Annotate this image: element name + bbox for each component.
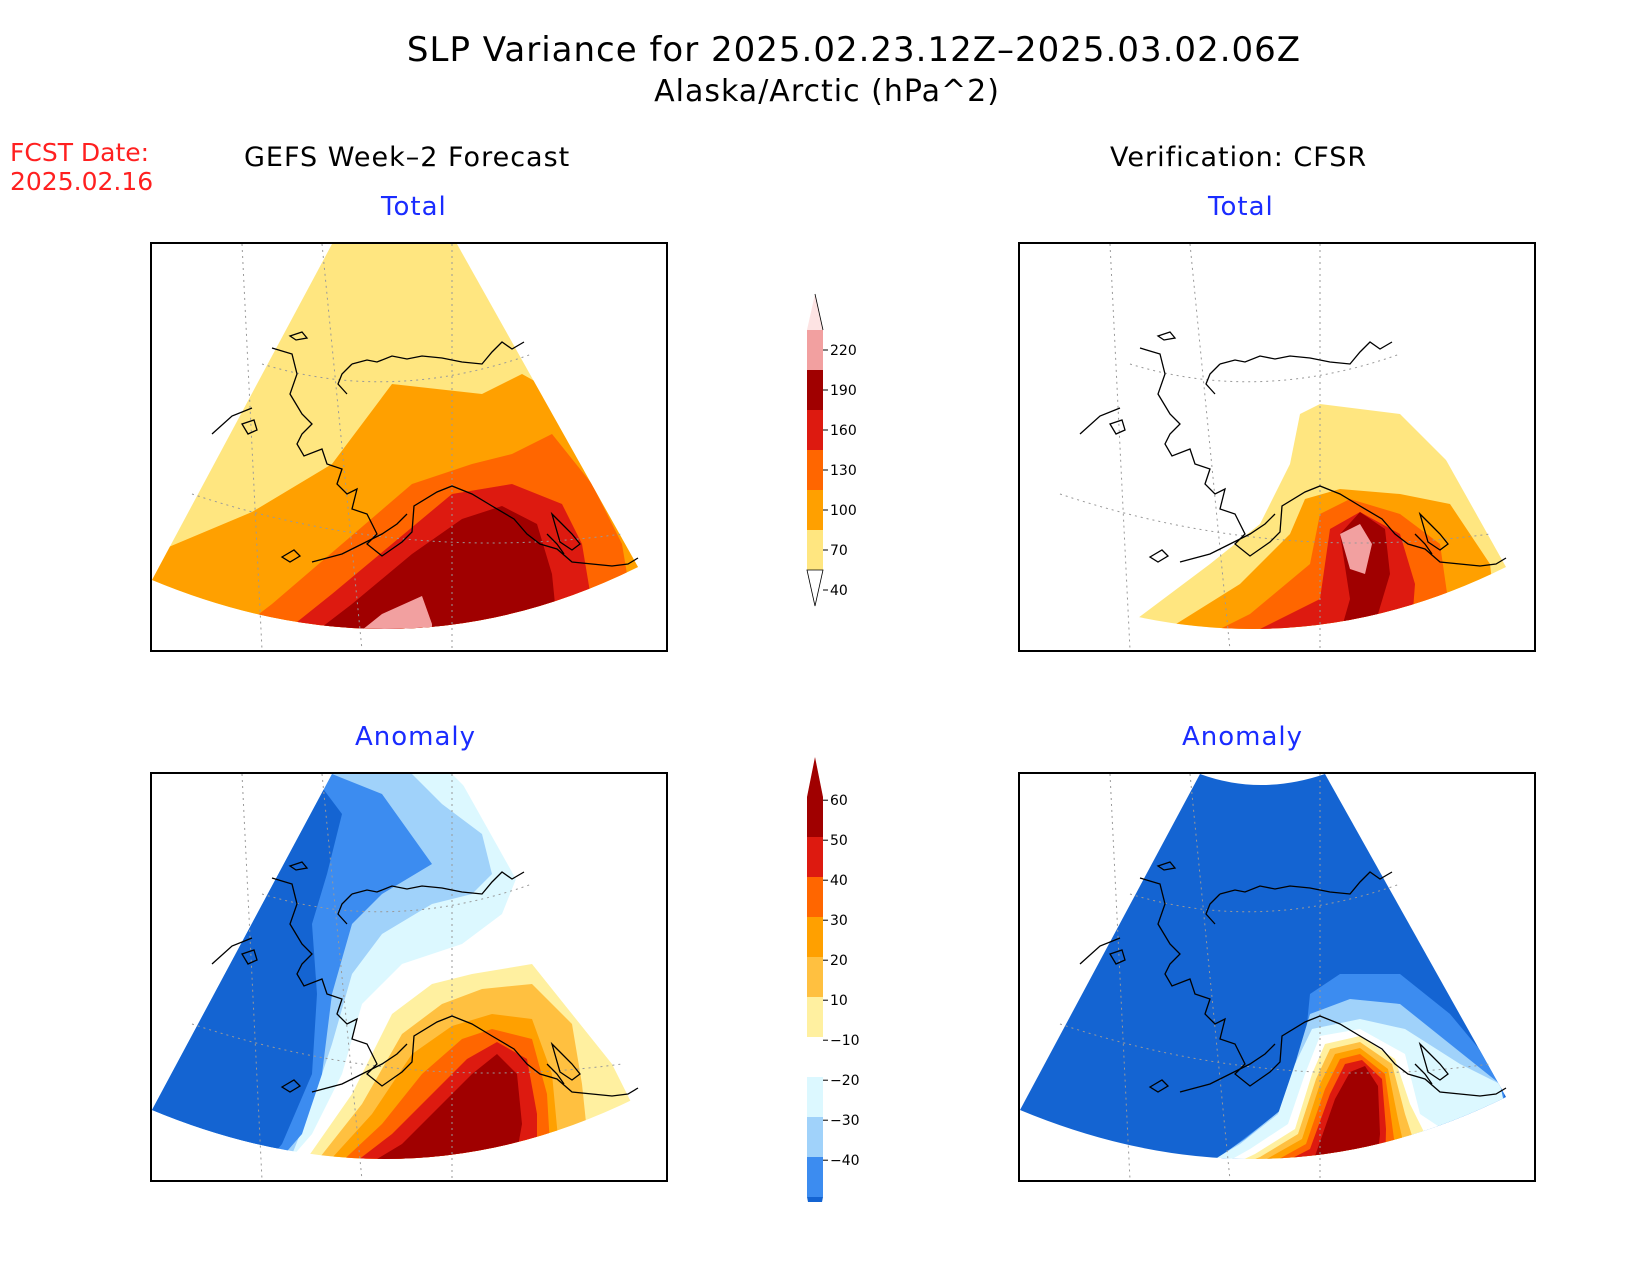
anomaly-tick-label: 10 — [830, 993, 848, 1009]
anomaly-tick-label: 30 — [830, 913, 848, 929]
coastline-alaska — [1079, 861, 1507, 1097]
anomaly-color-box — [807, 1037, 823, 1077]
anomaly-color-box — [807, 997, 823, 1037]
map-gefs-total — [150, 242, 668, 652]
total-top-arrow — [807, 294, 823, 330]
anomaly-color-box — [807, 1157, 823, 1197]
anomaly-tick-label: 20 — [830, 953, 848, 969]
total-color-box — [807, 330, 823, 370]
coastline-alaska — [211, 331, 639, 567]
total-bottom-arrow — [806, 569, 824, 607]
total-color-box — [807, 450, 823, 490]
anomaly-color-box — [807, 837, 823, 877]
bottom-left-panel-title: Anomaly — [355, 722, 477, 752]
total-tick-label: 190 — [830, 383, 857, 399]
anomaly-color-box — [807, 1077, 823, 1117]
contour-fill-anomaly-verification — [1020, 774, 1506, 1159]
colorbar-anomaly: 60 50 40 30 20 10 −10 −20 −30 −40 — [807, 757, 860, 1202]
anomaly-bottom-arrow — [807, 1197, 823, 1202]
total-tick-label: 100 — [830, 503, 857, 519]
main-subtitle: Alaska/Arctic (hPa^2) — [654, 74, 1000, 109]
contour-fill-anomaly-forecast — [152, 774, 638, 1159]
anomaly-tick-label: −10 — [830, 1033, 860, 1049]
left-column-header: GEFS Week–2 Forecast — [244, 142, 571, 173]
anomaly-tick-label: 40 — [830, 873, 848, 889]
main-title: SLP Variance for 2025.02.23.12Z–2025.03.… — [406, 30, 1302, 70]
anomaly-tick-label: −40 — [830, 1153, 860, 1169]
total-tick-label: 220 — [830, 343, 857, 359]
anomaly-tick-label: 50 — [830, 833, 848, 849]
map-cfsr-anomaly — [1018, 772, 1536, 1182]
total-color-box — [807, 530, 823, 570]
anomaly-color-box — [807, 957, 823, 997]
map-gefs-anomaly — [150, 772, 668, 1182]
right-column-header: Verification: CFSR — [1110, 142, 1368, 173]
colorbar-total: 220 190 160 130 100 70 40 — [806, 293, 857, 607]
anomaly-color-box — [807, 1117, 823, 1157]
coastline-alaska — [1079, 331, 1507, 567]
anomaly-color-box — [807, 877, 823, 917]
total-color-box — [807, 410, 823, 450]
coastline-alaska — [211, 861, 639, 1097]
anomaly-color-box — [807, 917, 823, 957]
total-color-box — [807, 370, 823, 410]
anomaly-tick-label: 60 — [830, 793, 848, 809]
total-tick-label: 130 — [830, 463, 857, 479]
map-cfsr-total — [1018, 242, 1536, 652]
total-tick-label: 70 — [830, 543, 848, 559]
forecast-date-label: FCST Date: — [10, 138, 150, 167]
total-tick-label: 160 — [830, 423, 857, 439]
total-tick-label: 40 — [830, 583, 848, 599]
contour-fill-total-verification — [1020, 244, 1506, 629]
anomaly-top-arrow — [807, 757, 823, 797]
top-right-panel-title: Total — [1208, 192, 1274, 222]
top-left-panel-title: Total — [381, 192, 447, 222]
contour-fill-total-forecast — [152, 244, 638, 629]
anomaly-tick-label: −30 — [830, 1113, 860, 1129]
total-color-box — [807, 490, 823, 530]
anomaly-tick-label: −20 — [830, 1073, 860, 1089]
forecast-date-value: 2025.02.16 — [10, 167, 154, 196]
anomaly-color-box — [807, 797, 823, 837]
bottom-right-panel-title: Anomaly — [1182, 722, 1304, 752]
forecast-date-block: FCST Date: 2025.02.16 — [10, 138, 153, 196]
